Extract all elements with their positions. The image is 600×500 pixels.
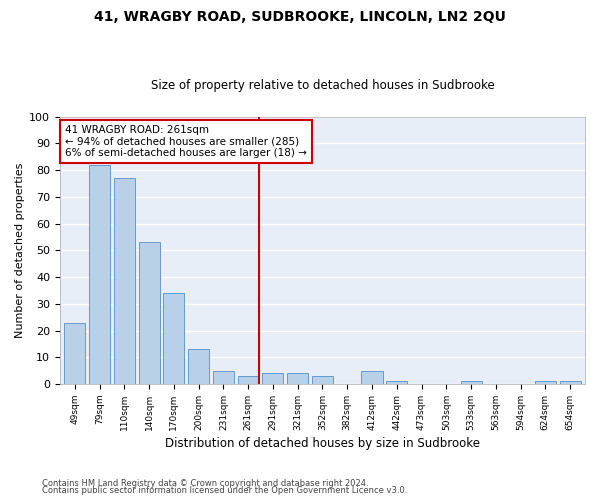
Text: 41 WRAGBY ROAD: 261sqm
← 94% of detached houses are smaller (285)
6% of semi-det: 41 WRAGBY ROAD: 261sqm ← 94% of detached… [65, 125, 307, 158]
Text: Contains HM Land Registry data © Crown copyright and database right 2024.: Contains HM Land Registry data © Crown c… [42, 478, 368, 488]
Bar [312, 376, 333, 384]
Bar [386, 382, 407, 384]
X-axis label: Distribution of detached houses by size in Sudbrooke: Distribution of detached houses by size … [165, 437, 480, 450]
Bar [535, 382, 556, 384]
Bar [461, 382, 482, 384]
Bar [361, 370, 383, 384]
Bar [64, 322, 85, 384]
Bar [287, 374, 308, 384]
Text: Contains public sector information licensed under the Open Government Licence v3: Contains public sector information licen… [42, 486, 407, 495]
Title: Size of property relative to detached houses in Sudbrooke: Size of property relative to detached ho… [151, 79, 494, 92]
Bar [560, 382, 581, 384]
Bar [163, 293, 184, 384]
Bar [188, 349, 209, 384]
Bar [89, 165, 110, 384]
Text: 41, WRAGBY ROAD, SUDBROOKE, LINCOLN, LN2 2QU: 41, WRAGBY ROAD, SUDBROOKE, LINCOLN, LN2… [94, 10, 506, 24]
Bar [213, 370, 234, 384]
Y-axis label: Number of detached properties: Number of detached properties [15, 162, 25, 338]
Bar [238, 376, 259, 384]
Bar [139, 242, 160, 384]
Bar [262, 374, 283, 384]
Bar [114, 178, 135, 384]
